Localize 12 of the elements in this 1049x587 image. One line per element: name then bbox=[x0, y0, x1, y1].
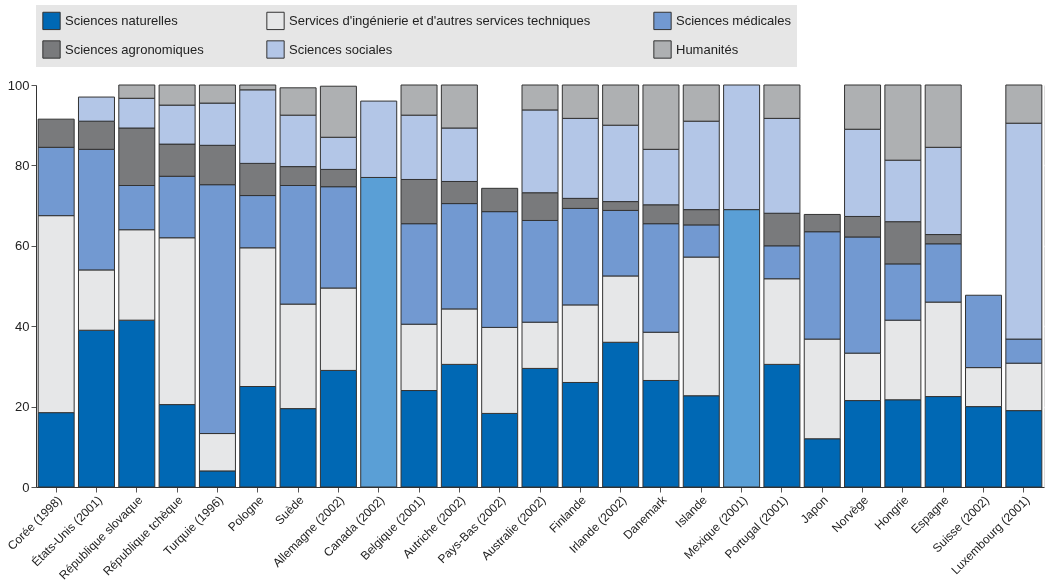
y-tick-label: 100 bbox=[7, 77, 30, 93]
y-tick-label: 40 bbox=[15, 318, 30, 334]
legend-label: Sciences médicales bbox=[676, 12, 792, 28]
y-tick-label: 80 bbox=[15, 157, 30, 173]
y-tick-label: 60 bbox=[15, 238, 30, 254]
legend-label: Sciences naturelles bbox=[65, 12, 179, 28]
y-tick-label: 0 bbox=[22, 479, 30, 495]
y-tick-label: 20 bbox=[15, 399, 30, 415]
legend-label: Sciences agronomiques bbox=[65, 41, 205, 57]
legend-label: Sciences sociales bbox=[289, 41, 393, 57]
legend-label: Services d'ingénierie et d'autres services techniques bbox=[289, 12, 591, 28]
legend-label: Humanités bbox=[676, 41, 739, 57]
